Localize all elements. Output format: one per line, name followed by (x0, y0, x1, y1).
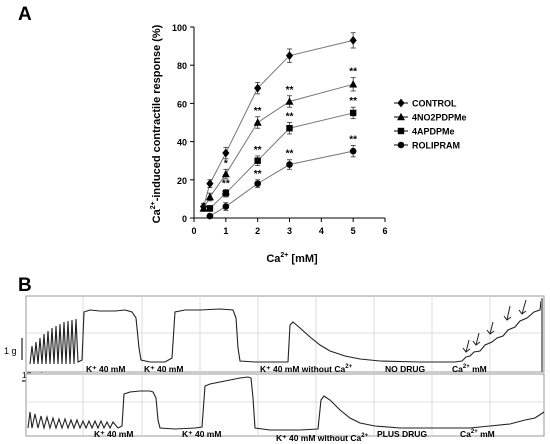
series-4apdpme: ** ** ** ** (206, 96, 357, 212)
significance-label: ** (349, 67, 357, 78)
chart-axes: 0 20 40 60 80 100 0 1 2 3 4 5 6 (172, 23, 388, 236)
legend-marker (397, 127, 405, 135)
legend-label: 4APDPMe (412, 127, 455, 137)
x-axis-label: Ca2+ [mM] (266, 252, 318, 265)
scale-bar-y-label: 1 g (4, 346, 17, 356)
y-tick-label: 0 (182, 214, 187, 224)
trace-grid (26, 374, 544, 436)
trace1-k-label-1: K⁺ 40 mM (86, 364, 125, 374)
calcium-addition-arrows (462, 299, 527, 353)
data-point (222, 189, 230, 197)
y-tick-label: 40 (177, 138, 187, 148)
data-point (349, 147, 357, 155)
trace2-k-label-1: K⁺ 40 mM (94, 429, 133, 439)
x-tick-label: 0 (191, 226, 196, 236)
legend-label: 4NO2PDPMe (412, 113, 467, 123)
significance-label: * (224, 158, 228, 169)
significance-label: ** (222, 192, 230, 203)
significance-label: ** (254, 169, 262, 180)
trace-plus-drug: K⁺ 40 mM K⁺ 40 mM K⁺ 40 mM without Ca2+ … (25, 373, 545, 443)
y-tick-label: 80 (177, 61, 187, 71)
trace-frame (25, 295, 545, 373)
data-point (206, 179, 214, 189)
x-tick-label: 5 (351, 226, 356, 236)
data-point (349, 35, 357, 45)
data-point (254, 180, 261, 187)
trace-frame (25, 373, 545, 437)
data-point (206, 212, 214, 220)
x-tick-label: 3 (287, 226, 292, 236)
data-point (254, 157, 261, 164)
data-point (285, 97, 294, 105)
x-tick-label: 2 (255, 226, 260, 236)
data-point (222, 203, 230, 210)
significance-label: ** (286, 85, 294, 96)
series-line (209, 112, 354, 209)
data-point (349, 109, 357, 117)
panel-a-label: A (18, 4, 32, 25)
significance-label: ** (254, 106, 262, 117)
data-point (199, 204, 208, 212)
trace2-k-without-ca-label: K⁺ 40 mM without Ca2+ (276, 433, 369, 443)
significance-label: ** (222, 178, 230, 189)
data-point (285, 51, 294, 61)
trace1-condition-label: NO DRUG (385, 364, 426, 374)
tension-trace (29, 300, 542, 365)
x-tick-label: 1 (223, 226, 228, 236)
series-4no2pdpme: ******* (199, 67, 358, 212)
data-point (221, 169, 230, 178)
significance-label: ** (254, 145, 262, 156)
data-point (286, 125, 293, 132)
y-tick-label: 100 (172, 23, 187, 33)
legend-marker (397, 141, 405, 149)
trace1-k-without-ca-label: K⁺ 40 mM without Ca2+ (260, 364, 353, 374)
y-tick-label: 20 (177, 176, 187, 186)
data-point (349, 80, 358, 88)
significance-label: ** (286, 149, 294, 160)
legend-marker (397, 112, 405, 121)
trace2-k-label-2: K⁺ 40 mM (182, 429, 221, 439)
trace1-k-label-2: K⁺ 40 mM (144, 364, 183, 374)
chart-series: *********************** (199, 32, 358, 220)
y-tick-label: 60 (177, 99, 187, 109)
data-point (254, 83, 262, 93)
chart-legend: CONTROL 4NO2PDPMe 4APDPMe ROLIPRAM (394, 99, 467, 151)
trace-no-drug: K⁺ 40 mM K⁺ 40 mM K⁺ 40 mM without Ca2+ … (25, 295, 545, 374)
legend-label: ROLIPRAM (412, 141, 460, 151)
data-point (222, 148, 230, 158)
significance-label: ** (349, 134, 357, 145)
x-tick-label: 6 (382, 226, 387, 236)
trace2-ca-label: Ca2+ mM (460, 429, 495, 439)
legend-marker (397, 98, 405, 108)
data-point (205, 192, 214, 201)
data-point (286, 161, 293, 168)
data-point (206, 205, 214, 212)
data-point (253, 118, 262, 126)
legend-label: CONTROL (412, 99, 457, 109)
trace2-condition-label: PLUS DRUG (377, 429, 427, 439)
y-axis-label: Ca2+-induced contractile response (%) (150, 24, 163, 223)
x-tick-label: 4 (319, 226, 324, 236)
panel-b-label: B (18, 275, 32, 296)
tension-trace (27, 376, 545, 431)
trace1-ca-label: Ca2+ mM (452, 364, 487, 374)
series-line (209, 150, 354, 217)
significance-label: ** (349, 96, 357, 107)
significance-label: ** (286, 112, 294, 123)
series-rolipram: ** ** ** ** (206, 134, 357, 220)
